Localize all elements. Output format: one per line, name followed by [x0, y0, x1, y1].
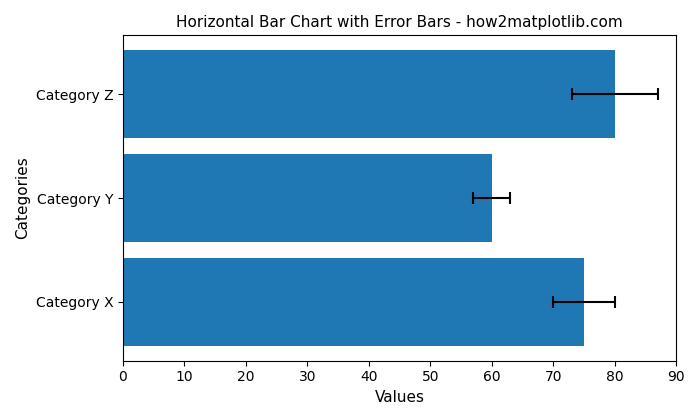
- X-axis label: Values: Values: [374, 390, 424, 405]
- Bar: [123, 154, 492, 242]
- Bar: [123, 258, 584, 346]
- Title: Horizontal Bar Chart with Error Bars - how2matplotlib.com: Horizontal Bar Chart with Error Bars - h…: [176, 15, 623, 30]
- Y-axis label: Categories: Categories: [15, 157, 30, 239]
- Bar: [123, 50, 615, 138]
